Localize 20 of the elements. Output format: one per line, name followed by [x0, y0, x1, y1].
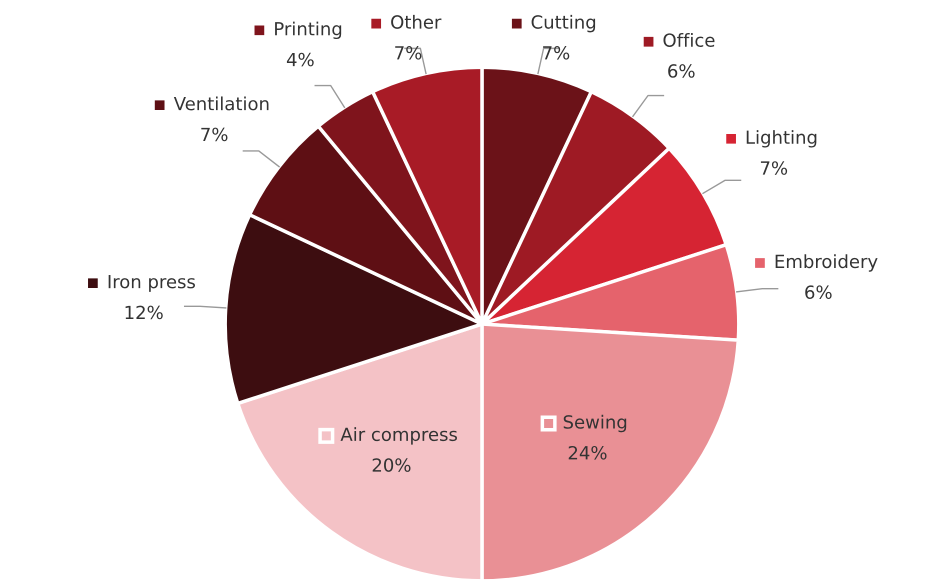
data-label: 12%: [126, 306, 163, 320]
legend-label: Iron press: [108, 275, 195, 292]
legend-label: Printing: [275, 22, 342, 40]
legend-label: Cutting: [532, 14, 596, 32]
legend-label: Other: [391, 14, 442, 29]
data-label: 6%: [668, 64, 695, 78]
data-label: 4%: [286, 52, 314, 66]
data-label: 20%: [372, 458, 410, 472]
legend-label: Ventilation: [174, 96, 268, 110]
data-label: 24%: [568, 446, 607, 460]
data-label: 6%: [805, 285, 832, 300]
data-label: 7%: [395, 46, 422, 60]
data-label: 7%: [201, 128, 228, 142]
slice-label: Air compress: [340, 427, 457, 445]
data-label: 7%: [543, 46, 570, 60]
legend-label: Embroidery: [776, 254, 878, 272]
data-label: 7%: [760, 161, 788, 175]
legend-label: Office: [663, 33, 714, 47]
legend-label: Lighting: [746, 130, 816, 148]
slice-label: Sewing: [564, 414, 626, 432]
